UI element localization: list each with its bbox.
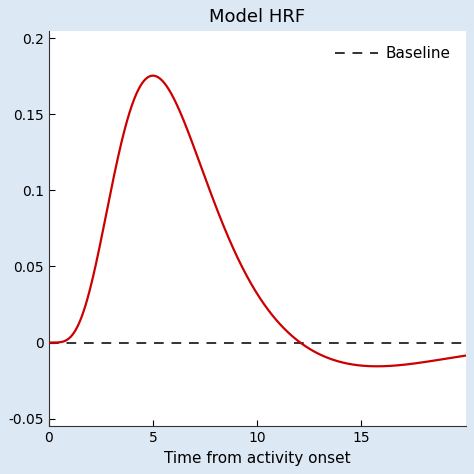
X-axis label: Time from activity onset: Time from activity onset bbox=[164, 451, 350, 465]
Title: Model HRF: Model HRF bbox=[209, 9, 305, 27]
Legend: Baseline: Baseline bbox=[328, 38, 458, 69]
Baseline bbox=[46, 340, 52, 346]
Baseline bbox=[67, 340, 73, 346]
